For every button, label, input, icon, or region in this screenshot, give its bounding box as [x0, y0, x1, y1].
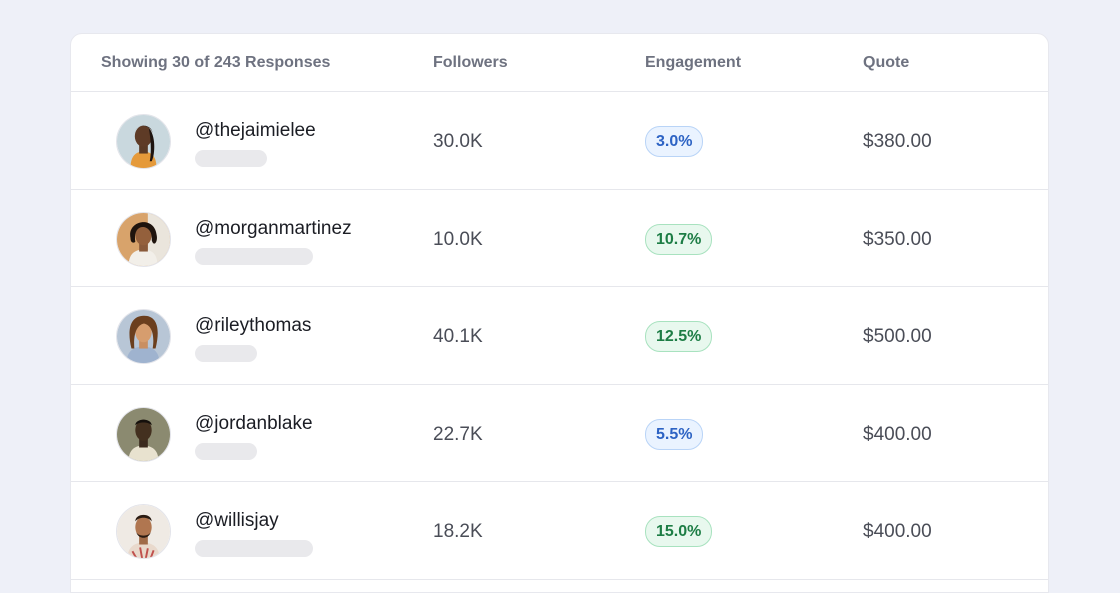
placeholder-bar — [195, 150, 267, 167]
followers-value: 10.0K — [433, 228, 483, 250]
table-row[interactable]: @morganmartinez 10.0K 10.7% $350.00 — [71, 190, 1048, 288]
engagement-badge: 10.7% — [645, 223, 713, 255]
quote-value: $400.00 — [863, 521, 932, 543]
followers-value: 40.1K — [433, 326, 483, 348]
person-photo-icon — [117, 115, 170, 168]
placeholder-bar — [195, 247, 313, 265]
quote-column-header[interactable]: Quote — [863, 54, 910, 71]
placeholder-bar — [195, 540, 313, 558]
responses-table: Showing 30 of 243 Responses Followers En… — [70, 33, 1049, 593]
creator-handle[interactable]: @rileythomas — [195, 315, 312, 337]
followers-value: 22.7K — [433, 423, 483, 445]
creator-handle[interactable]: @willisjay — [195, 510, 279, 532]
person-photo-icon — [117, 407, 170, 461]
table-row[interactable]: @willisjay 18.2K 15.0% $400.00 — [71, 482, 1048, 580]
quote-value: $350.00 — [863, 228, 932, 250]
engagement-badge: 12.5% — [645, 321, 713, 353]
placeholder-bar — [195, 345, 257, 363]
table-row[interactable]: @thejaimielee 30.0K 3.0% $380.00 — [71, 92, 1048, 190]
followers-value: 30.0K — [433, 131, 483, 152]
creator-handle[interactable]: @jordanblake — [195, 412, 313, 434]
placeholder-bar — [195, 442, 257, 460]
table-header: Showing 30 of 243 Responses Followers En… — [71, 34, 1048, 92]
person-photo-icon — [117, 212, 170, 266]
engagement-badge: 15.0% — [645, 516, 713, 548]
avatar — [116, 406, 171, 462]
followers-column-header[interactable]: Followers — [433, 54, 508, 71]
table-row[interactable]: @jordanblake 22.7K 5.5% $400.00 — [71, 385, 1048, 483]
engagement-column-header[interactable]: Engagement — [645, 54, 742, 71]
person-photo-icon — [117, 310, 170, 364]
creator-handle[interactable]: @thejaimielee — [195, 120, 316, 141]
creator-handle[interactable]: @morganmartinez — [195, 217, 352, 239]
avatar — [116, 504, 171, 560]
responses-count-label: Showing 30 of 243 Responses — [101, 54, 331, 71]
followers-value: 18.2K — [433, 521, 483, 543]
avatar — [116, 211, 171, 267]
quote-value: $380.00 — [863, 131, 932, 152]
engagement-badge: 3.0% — [645, 126, 704, 157]
quote-value: $400.00 — [863, 423, 932, 445]
quote-value: $500.00 — [863, 326, 932, 348]
avatar — [116, 309, 171, 365]
engagement-badge: 5.5% — [645, 418, 704, 450]
person-photo-icon — [117, 505, 170, 559]
avatar — [116, 114, 171, 169]
table-row[interactable]: @rileythomas 40.1K 12.5% $500.00 — [71, 287, 1048, 385]
